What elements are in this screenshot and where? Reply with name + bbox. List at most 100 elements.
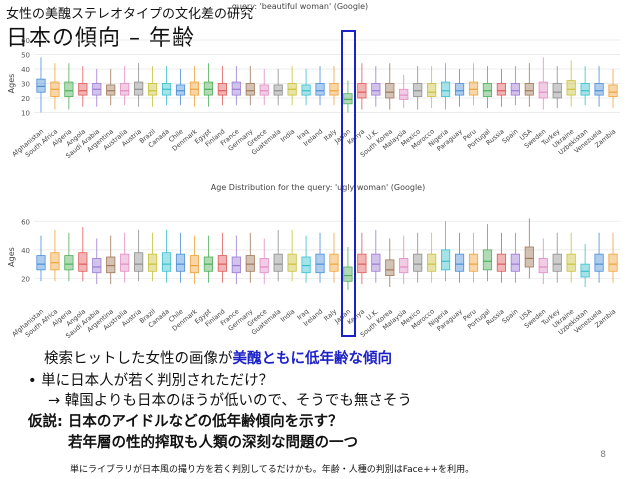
box-morocco [427, 66, 437, 109]
box-body [399, 88, 409, 100]
box-malaysia [399, 235, 409, 285]
box-saudi-arabia [92, 69, 102, 107]
box-body [399, 258, 409, 274]
box-ukraine [566, 60, 576, 107]
box-body [566, 253, 576, 272]
box-portugal [482, 224, 493, 282]
box-sweden [538, 57, 548, 110]
box-venezuela [594, 66, 604, 107]
box-malaysia [399, 74, 409, 109]
y-tick-label: 50 [21, 52, 30, 60]
box-germany [245, 66, 255, 106]
box-body [343, 93, 353, 105]
box-body [92, 258, 102, 274]
line-2-part-1: • 単に日本人が若く判別されただけ？ [28, 373, 274, 389]
box-body [510, 83, 520, 96]
y-tick-label: 10 [21, 110, 30, 118]
box-canada [161, 229, 172, 283]
box-france [231, 66, 241, 106]
box-body [580, 263, 590, 278]
box-body [161, 252, 172, 272]
bullet-line-3: → 韓国よりも日本のほうが低いので、そうでも無さそう [48, 389, 412, 410]
box-greece [259, 238, 269, 285]
page-number: 8 [600, 450, 606, 460]
box-ireland [315, 232, 325, 283]
box-denmark [189, 235, 200, 285]
box-body [552, 253, 562, 272]
box-body [189, 81, 200, 96]
box-body [217, 83, 227, 96]
line-3-part-1: → 韓国よりも日本のほうが低いので、そうでも無さそう [48, 393, 412, 409]
box-body [106, 84, 116, 96]
box-afghanistan [36, 57, 46, 113]
box-body [329, 253, 339, 272]
x-tick-label: India [279, 307, 296, 323]
box-body [371, 83, 381, 96]
box-denmark [189, 66, 200, 107]
box-body [538, 258, 548, 274]
box-germany [245, 232, 255, 283]
box-south-korea [385, 238, 395, 287]
box-body [301, 84, 311, 96]
box-finland [217, 66, 227, 106]
box-body [468, 253, 479, 272]
box-body [189, 255, 200, 274]
box-body [217, 255, 227, 272]
box-iraq [301, 235, 311, 283]
box-kenya [357, 232, 367, 285]
box-body [315, 83, 325, 96]
box-body [427, 253, 437, 272]
box-body [50, 252, 60, 271]
box-australia [120, 66, 130, 106]
box-greece [259, 69, 269, 106]
box-body [273, 84, 283, 96]
box-canada [161, 66, 172, 106]
box-body [468, 81, 479, 96]
footnote: 単にライブラリが日本風の撮り方を若く判別してるだけかも。年齢・人種の判別はFac… [70, 465, 475, 475]
box-body [120, 253, 130, 272]
box-body [357, 253, 367, 274]
box-body [245, 255, 255, 272]
box-saudi-arabia [92, 238, 102, 285]
box-body [454, 253, 465, 272]
box-body [538, 81, 548, 99]
box-japan [343, 247, 353, 290]
box-paraguay [454, 232, 465, 283]
y-tick-label: 40 [21, 247, 30, 255]
box-brazil [148, 232, 158, 282]
box-body [148, 253, 158, 272]
box-ireland [315, 66, 325, 106]
box-argentina [106, 69, 116, 106]
box-peru [468, 232, 479, 283]
box-paraguay [454, 69, 465, 107]
box-finland [217, 232, 227, 283]
line-4-part-1: 仮説: 日本のアイドルなどの低年齢傾向を示す？ [28, 414, 343, 430]
y-tick-label: 60 [21, 37, 30, 45]
y-axis-label: Ages [7, 74, 16, 94]
box-body [259, 258, 269, 274]
bullet-line-5: 若年層の性的搾取も人類の深刻な問題の一つ [68, 431, 358, 452]
box-japan [343, 80, 353, 113]
bullet-line-2: • 単に日本人が若く判別されただけ？ [28, 369, 273, 390]
line-5-part-1: 若年層の性的搾取も人類の深刻な問題の一つ [68, 435, 358, 451]
box-body [413, 83, 423, 97]
box-zambia [608, 69, 618, 109]
x-tick-label: India [279, 127, 296, 143]
box-body [510, 253, 520, 272]
box-body [441, 249, 451, 271]
box-body [413, 253, 423, 272]
box-body [608, 84, 618, 97]
box-body [64, 81, 74, 97]
box-body [496, 83, 506, 96]
box-chile [175, 69, 186, 106]
box-body [427, 83, 437, 97]
box-body [329, 83, 339, 96]
y-tick-label: 20 [21, 95, 30, 103]
box-mexico [413, 232, 423, 283]
box-body [482, 83, 493, 97]
box-body [608, 253, 618, 272]
box-brazil [148, 66, 158, 107]
box-france [231, 235, 241, 285]
box-guatemala [273, 229, 283, 282]
box-body [566, 80, 576, 96]
